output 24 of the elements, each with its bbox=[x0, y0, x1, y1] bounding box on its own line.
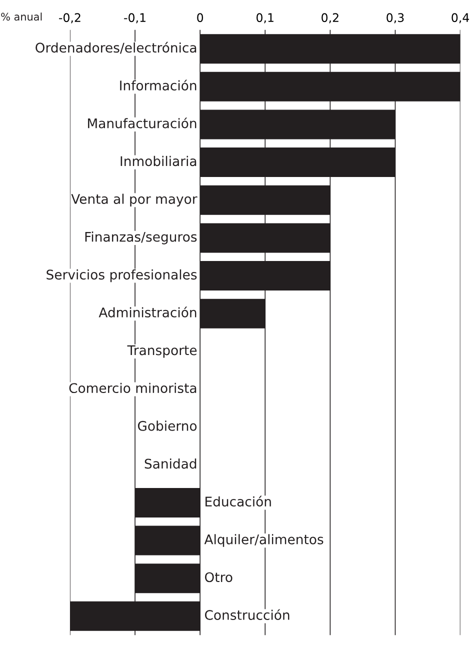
y-tick-label: Gobierno bbox=[138, 420, 197, 431]
y-tick-label: Finanzas/seguros bbox=[85, 232, 197, 244]
x-tick-label: 0,2 bbox=[322, 13, 338, 24]
y-tick-label: Educación bbox=[206, 496, 271, 507]
x-tick-label: 0,3 bbox=[386, 13, 404, 24]
x-tick-label: -0,1 bbox=[124, 13, 146, 24]
y-tick-label: Ordenadores/electrónica bbox=[36, 42, 196, 54]
y-tick-label: Información bbox=[120, 80, 196, 90]
x-tick-label: 0,1 bbox=[256, 13, 274, 24]
y-tick-label: Alquiler/alimentos bbox=[204, 534, 324, 547]
y-tick-label: Comercio minorista bbox=[69, 382, 196, 394]
y-tick-label: Inmobiliaria bbox=[120, 156, 196, 166]
y-tick-label: Manufacturación bbox=[88, 118, 196, 128]
y-tick-label: Construcción bbox=[204, 609, 290, 620]
x-tick-label: -0,2 bbox=[59, 13, 80, 24]
y-tick-label: Sanidad bbox=[144, 458, 196, 469]
y-tick-label: Transporte bbox=[127, 345, 197, 358]
y-tick-label: Servicios profesionales bbox=[46, 269, 197, 282]
y-tick-label: Otro bbox=[204, 572, 232, 582]
y-tick-label: Venta al por mayor bbox=[71, 194, 198, 207]
x-axis-title: % anual bbox=[1, 12, 42, 21]
x-tick-label: 0 bbox=[197, 13, 204, 22]
y-tick-label: Administración bbox=[98, 306, 196, 318]
x-tick-label: 0,4 bbox=[452, 13, 470, 24]
